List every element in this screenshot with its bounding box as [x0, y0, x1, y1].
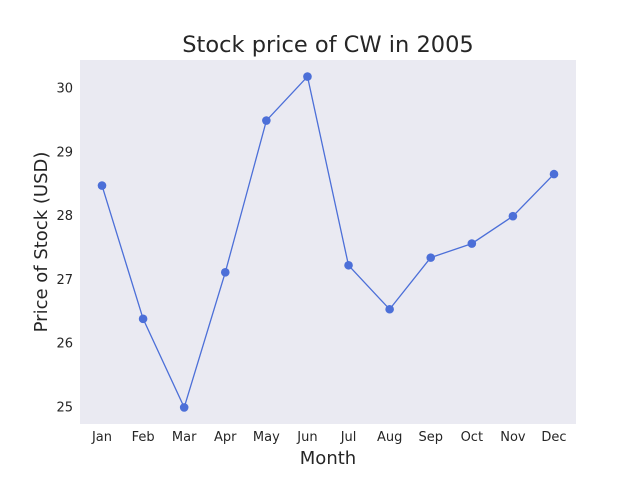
- data-point: [344, 260, 353, 270]
- data-point: [97, 181, 107, 190]
- x-tick-label: Dec: [541, 430, 566, 445]
- data-point: [508, 211, 518, 221]
- x-tick-label: Mar: [172, 430, 197, 445]
- data-point: [262, 116, 271, 125]
- y-tick-label: 27: [56, 273, 73, 288]
- data-point: [220, 267, 230, 277]
- y-tick-label: 25: [56, 400, 73, 415]
- x-tick-label: Oct: [461, 430, 483, 445]
- plot-area: [80, 60, 576, 424]
- x-tick-label: Sep: [418, 430, 443, 445]
- x-tick-label: Jul: [340, 430, 357, 445]
- y-tick-label: 26: [56, 337, 73, 352]
- price-markers: [97, 72, 559, 412]
- data-point: [138, 314, 148, 324]
- y-tick-label: 30: [56, 82, 73, 97]
- data-point: [303, 72, 312, 81]
- y-axis-label: Price of Stock (USD): [31, 152, 52, 333]
- y-tick-label: 28: [56, 209, 73, 224]
- x-axis-label: Month: [300, 448, 356, 469]
- price-series-line: [101, 75, 555, 410]
- data-point: [385, 304, 394, 314]
- y-axis-ticks: 25 26 27 28 29 30: [56, 82, 73, 416]
- data-point: [179, 403, 189, 412]
- x-tick-label: Feb: [132, 430, 155, 445]
- x-tick-label: Nov: [500, 430, 526, 445]
- y-tick-label: 29: [56, 145, 73, 160]
- data-point: [549, 169, 559, 179]
- x-tick-label: Apr: [214, 430, 237, 445]
- x-axis-ticks: Jan Feb Mar Apr May Jun Jul Aug Sep Oct Nov Dec: [91, 430, 567, 445]
- x-tick-label: May: [253, 430, 280, 445]
- x-tick-label: Jun: [296, 430, 317, 445]
- chart-title: Stock price of CW in 2005: [182, 32, 473, 58]
- data-point: [426, 253, 436, 262]
- x-tick-label: Jan: [91, 430, 112, 445]
- data-point: [467, 239, 477, 248]
- x-tick-label: Aug: [377, 430, 402, 445]
